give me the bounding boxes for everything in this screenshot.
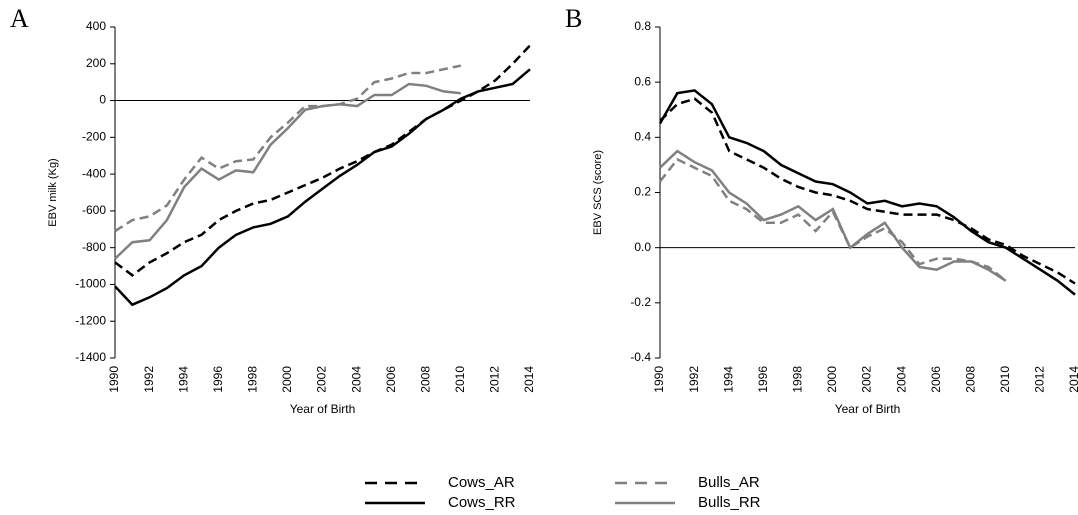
- x-tick-label: 2004: [894, 366, 908, 393]
- x-tick-label: 1996: [756, 366, 770, 393]
- x-axis-label: Year of Birth: [835, 402, 901, 416]
- y-tick-label: -1000: [75, 277, 106, 291]
- y-tick-label: -200: [82, 130, 106, 144]
- line: [658, 89, 1076, 296]
- y-tick-label: 0.6: [634, 74, 651, 88]
- x-tick-label: 1992: [687, 366, 701, 393]
- y-axis-label: EBV milk (Kg): [47, 158, 59, 226]
- x-tick-label: 2002: [860, 366, 874, 393]
- x-tick-label: 1996: [211, 366, 225, 393]
- legend-label: Bulls_RR: [698, 494, 761, 511]
- x-tick-label: 2010: [998, 366, 1012, 393]
- y-tick-label: 0.8: [634, 19, 651, 33]
- y-tick-label: 0.2: [634, 185, 651, 199]
- y-tick-label: -0.4: [630, 350, 651, 364]
- legend-label: Bulls_AR: [698, 474, 760, 491]
- x-tick-label: 2000: [825, 366, 839, 393]
- x-tick-label: 1994: [721, 366, 735, 393]
- x-tick-label: 2012: [1033, 366, 1047, 393]
- y-tick-label: -800: [82, 240, 106, 254]
- y-tick-label: -0.2: [630, 295, 651, 309]
- line: [114, 68, 531, 307]
- x-tick-label: 2014: [1067, 366, 1078, 393]
- x-tick-label: 1990: [107, 366, 121, 393]
- y-tick-label: 400: [86, 19, 106, 33]
- x-tick-label: 2008: [418, 366, 432, 393]
- y-tick-label: -1400: [75, 350, 106, 364]
- y-tick-label: 200: [86, 56, 106, 70]
- x-tick-label: 1994: [176, 366, 190, 393]
- x-tick-label: 1992: [142, 366, 156, 393]
- x-tick-label: 2012: [488, 366, 502, 393]
- x-tick-label: 2010: [453, 366, 467, 393]
- line: [114, 44, 531, 277]
- y-tick-label: 0.4: [634, 130, 651, 144]
- y-tick-label: 0: [99, 93, 106, 107]
- x-tick-label: 2014: [522, 366, 536, 393]
- x-tick-label: 1998: [246, 366, 260, 393]
- x-axis-label: Year of Birth: [290, 402, 356, 416]
- line: [659, 149, 1007, 282]
- x-tick-label: 1998: [791, 366, 805, 393]
- x-tick-label: 2000: [280, 366, 294, 393]
- x-tick-label: 2008: [963, 366, 977, 393]
- y-tick-label: -400: [82, 166, 106, 180]
- x-tick-label: 2004: [349, 366, 363, 393]
- x-tick-label: 2006: [929, 366, 943, 393]
- panel-label: B: [565, 4, 582, 33]
- y-tick-label: 0.0: [634, 240, 651, 254]
- legend-label: Cows_AR: [448, 474, 515, 491]
- line: [114, 82, 461, 260]
- line: [114, 64, 462, 233]
- y-tick-label: -1200: [75, 313, 106, 327]
- legend-label: Cows_RR: [448, 494, 516, 511]
- x-tick-label: 1990: [652, 366, 666, 393]
- x-tick-label: 2006: [384, 366, 398, 393]
- x-tick-label: 2002: [315, 366, 329, 393]
- line: [659, 97, 1076, 285]
- y-axis-label: EBV SCS (score): [592, 150, 604, 235]
- panel-label: A: [10, 4, 29, 33]
- y-tick-label: -600: [82, 203, 106, 217]
